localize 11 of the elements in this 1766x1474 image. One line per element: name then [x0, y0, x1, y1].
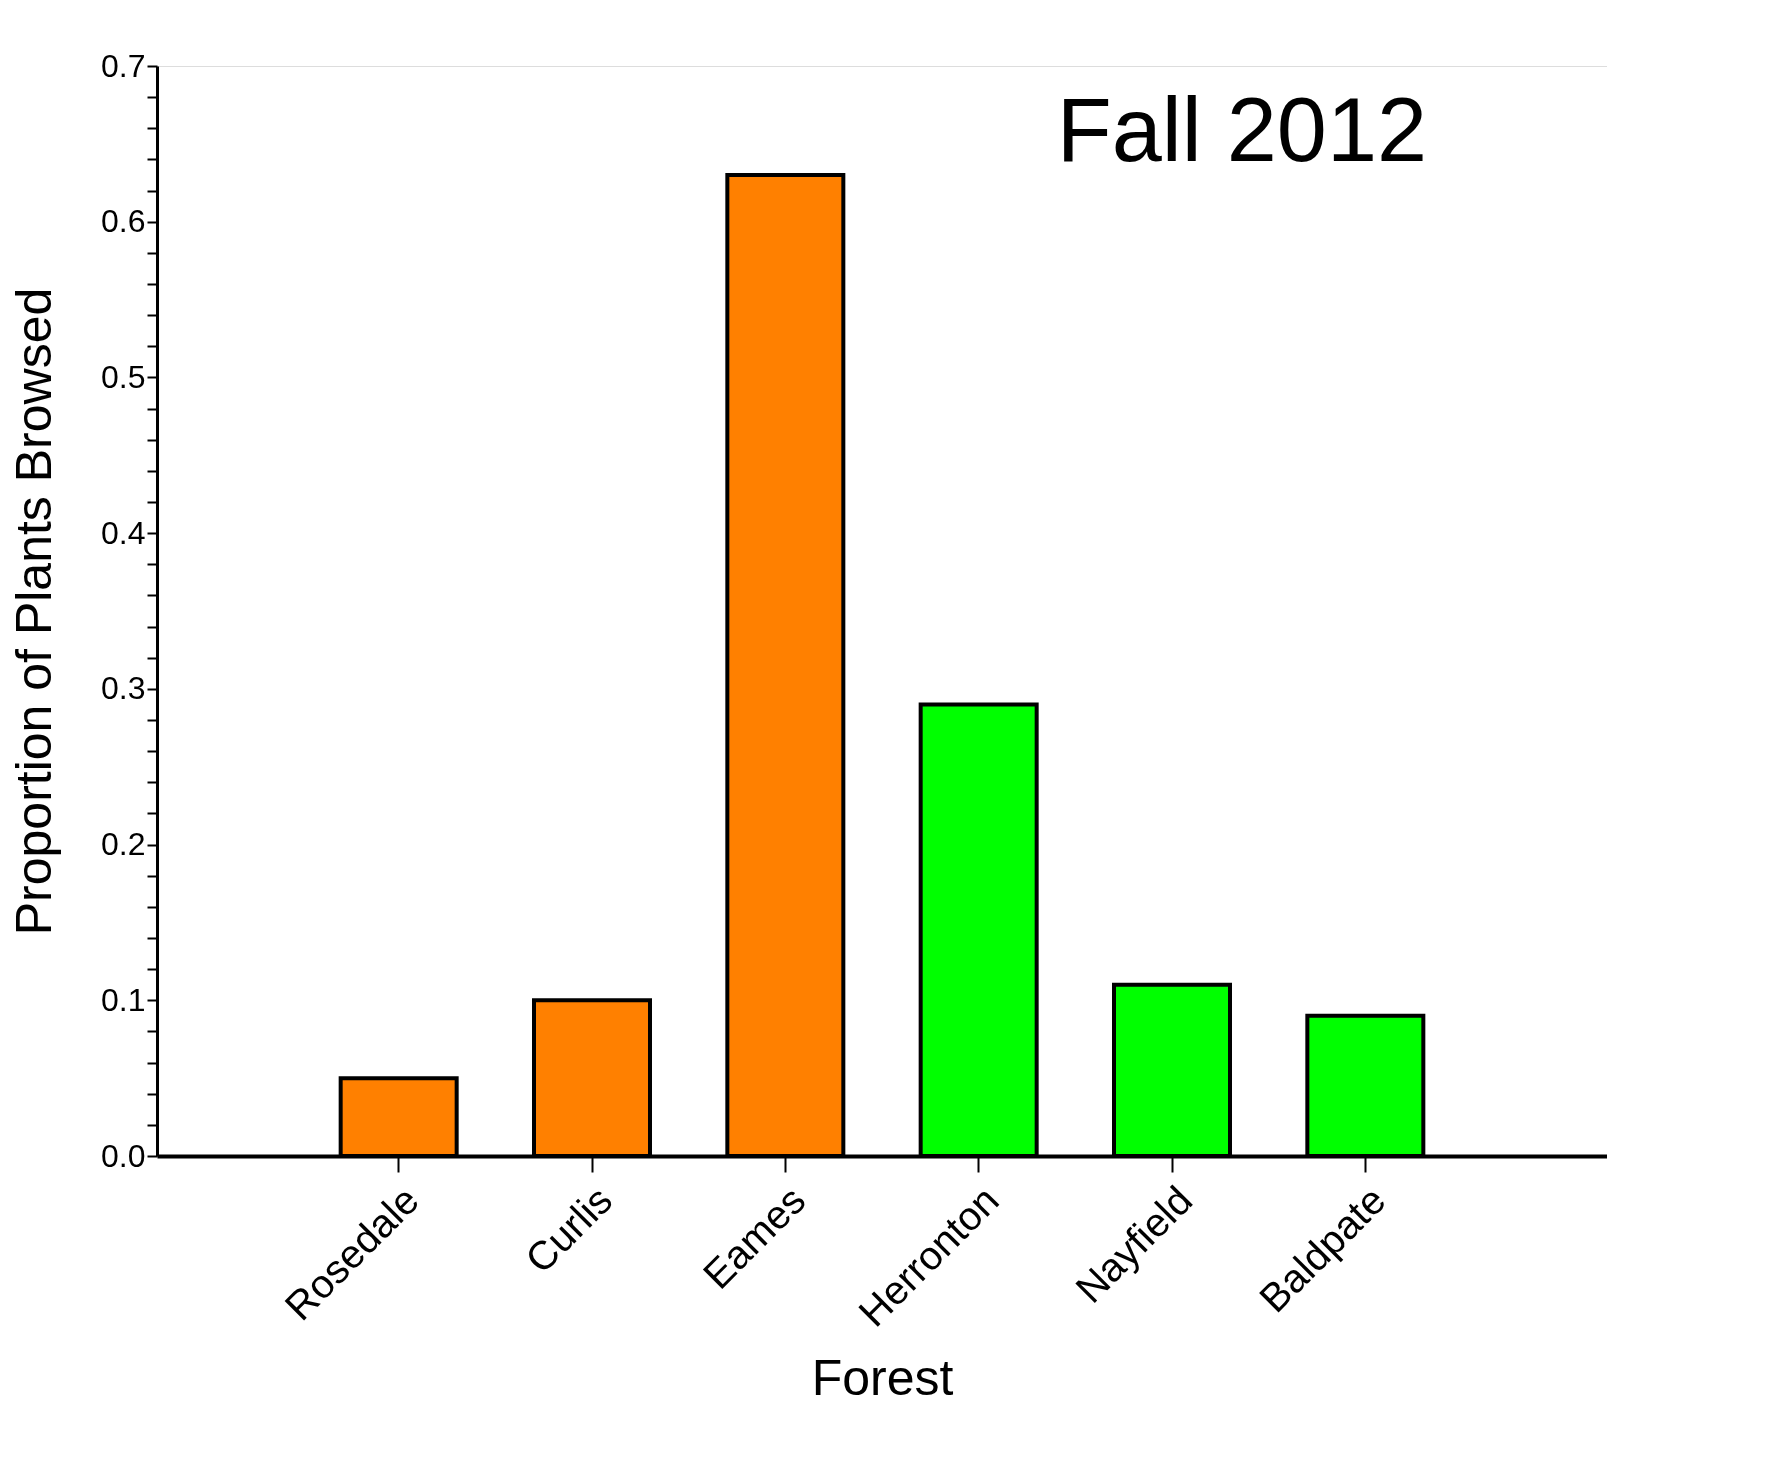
y-tick-label: 0.0: [101, 1137, 146, 1174]
y-tick-label: 0.7: [101, 47, 146, 84]
y-tick-label: 0.1: [101, 981, 146, 1018]
y-axis-title: Proportion of Plants Browsed: [6, 287, 63, 936]
y-tick-label: 0.2: [101, 826, 146, 863]
y-tick-label: 0.4: [101, 514, 146, 551]
y-tick-label: 0.5: [101, 358, 146, 395]
y-tick-label: 0.6: [101, 203, 146, 240]
chart-title: Fall 2012: [1056, 80, 1427, 180]
y-tick-label: 0.3: [101, 670, 146, 707]
x-axis-title: Forest: [811, 1349, 954, 1406]
